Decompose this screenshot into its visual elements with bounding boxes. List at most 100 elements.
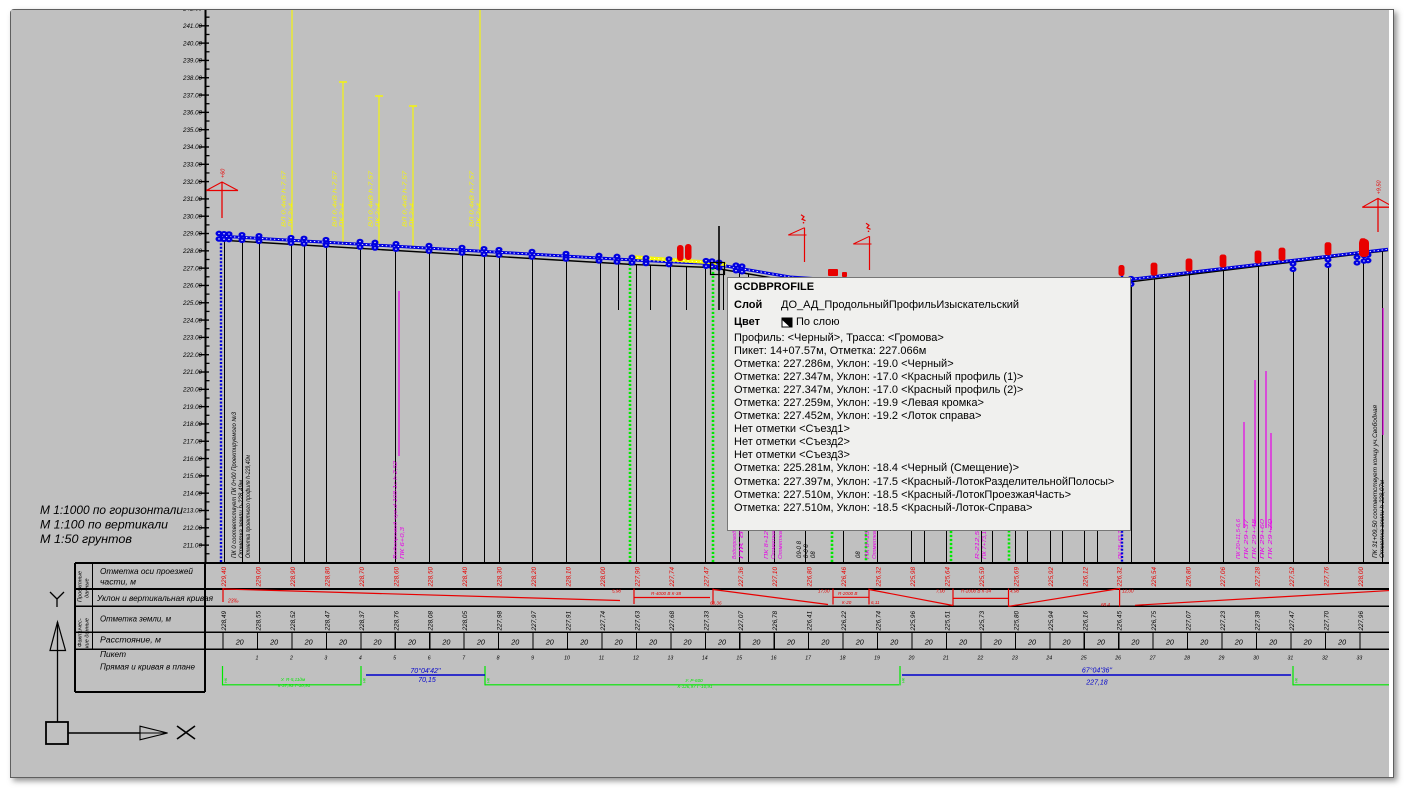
svg-text:ПК 7+73,1: ПК 7+73,1 — [982, 531, 988, 559]
svg-text:29: 29 — [1218, 656, 1225, 662]
svg-text:20: 20 — [614, 638, 623, 647]
svg-text:227,39: 227,39 — [1255, 611, 1262, 632]
svg-text:ПК 20+11,5-6,6: ПК 20+11,5-6,6 — [1236, 519, 1242, 559]
svg-text:ПК 2+4: ПК 2+4 — [289, 203, 295, 227]
svg-text:20: 20 — [648, 638, 657, 647]
svg-text:227,28: 227,28 — [1255, 567, 1262, 588]
svg-text:237.00: 237.00 — [182, 92, 202, 99]
svg-text:26: 26 — [1114, 656, 1121, 662]
svg-text:13: 13 — [667, 656, 673, 662]
svg-text:М 1:100 по вертикали: М 1:100 по вертикали — [40, 520, 169, 532]
svg-text:К-126,97 Г-10,91: К-126,97 Г-10,91 — [677, 684, 713, 689]
svg-text:227,33: 227,33 — [703, 611, 710, 632]
svg-text:70,15: 70,15 — [418, 677, 436, 684]
svg-text:242.00: 242.00 — [182, 6, 202, 13]
svg-text:68,36: 68,36 — [710, 601, 722, 606]
svg-text:234.00: 234.00 — [182, 144, 202, 151]
svg-text:R-2000 В К-34: R-2000 В К-34 — [961, 589, 991, 594]
svg-text:228,47: 228,47 — [324, 611, 331, 632]
svg-text:225,92: 225,92 — [1048, 567, 1055, 588]
svg-text:08: 08 — [856, 551, 862, 558]
svg-text:228,30: 228,30 — [497, 567, 504, 588]
svg-text:225,69: 225,69 — [1013, 567, 1020, 588]
svg-text:214.00: 214.00 — [182, 490, 202, 497]
svg-text:20: 20 — [441, 638, 450, 647]
svg-text:28: 28 — [1183, 656, 1190, 662]
svg-text:227,74: 227,74 — [669, 567, 676, 588]
svg-text:227,23: 227,23 — [1220, 611, 1227, 632]
svg-text:ВЛ 0,4кВ h-7,57: ВЛ 0,4кВ h-7,57 — [282, 171, 288, 227]
svg-text:224.00: 224.00 — [182, 317, 202, 324]
svg-text:228,60: 228,60 — [393, 567, 400, 588]
svg-text:ПК 2+4: ПК 2+4 — [376, 203, 382, 227]
svg-text:227,68: 227,68 — [669, 611, 676, 632]
svg-text:228,76: 228,76 — [393, 611, 400, 632]
svg-text:226,45: 226,45 — [1117, 611, 1124, 632]
svg-text:1: 1 — [256, 656, 259, 662]
svg-text:ПК 29+48: ПК 29+48 — [1252, 519, 1258, 559]
svg-text:20: 20 — [751, 638, 760, 647]
svg-text:20: 20 — [545, 638, 554, 647]
svg-text:223.00: 223.00 — [182, 335, 202, 342]
svg-text:227,47: 227,47 — [1289, 611, 1296, 632]
svg-text:228,00: 228,00 — [600, 567, 607, 588]
svg-text:225,98: 225,98 — [910, 567, 917, 588]
svg-text:27: 27 — [1149, 656, 1157, 662]
svg-text:17,00: 17,00 — [818, 589, 830, 594]
svg-text:20: 20 — [1234, 638, 1243, 647]
svg-text:20: 20 — [958, 638, 967, 647]
svg-text:20: 20 — [304, 638, 313, 647]
svg-text:Водопровод чуг.d-108-1с h-2,52: Водопровод чуг.d-108-1с h-2,52 — [393, 461, 399, 559]
svg-text:НК: НК — [224, 677, 228, 683]
svg-text:231.00: 231.00 — [182, 196, 202, 203]
svg-text:227,74: 227,74 — [600, 611, 607, 632]
svg-text:Водопровод: Водопровод — [732, 531, 738, 559]
svg-text:20: 20 — [269, 638, 278, 647]
svg-text:230.00: 230.00 — [182, 213, 202, 220]
svg-text:М 1:50 грунтов: М 1:50 грунтов — [40, 534, 132, 546]
svg-text:R-2000 В: R-2000 В — [838, 591, 857, 596]
svg-text:225,73: 225,73 — [979, 611, 986, 632]
svg-text:ВЛ 0,4кВ h-7,57: ВЛ 0,4кВ h-7,57 — [333, 171, 339, 227]
svg-text:ПК 8: ПК 8 — [739, 530, 745, 559]
svg-text:20: 20 — [1268, 638, 1277, 647]
svg-text:части, м: части, м — [100, 578, 136, 587]
svg-text:4,98: 4,98 — [1010, 589, 1019, 594]
svg-text:У. Р-600: У. Р-600 — [685, 678, 703, 683]
svg-text:15: 15 — [736, 656, 742, 662]
svg-text:4: 4 — [359, 656, 362, 662]
svg-text:Фактичес-: Фактичес- — [78, 618, 84, 647]
svg-text:НК: НК — [487, 677, 491, 683]
svg-text:222.00: 222.00 — [182, 352, 202, 359]
svg-text:227,63: 227,63 — [634, 611, 641, 632]
svg-text:68,4: 68,4 — [1101, 602, 1110, 607]
svg-text:10: 10 — [564, 656, 570, 662]
svg-text:16: 16 — [771, 656, 777, 662]
svg-text:225,59: 225,59 — [979, 567, 986, 588]
svg-text:228,70: 228,70 — [359, 567, 366, 588]
svg-text:227,10: 227,10 — [772, 567, 779, 588]
svg-text:20: 20 — [717, 638, 726, 647]
svg-text:212.00: 212.00 — [182, 525, 202, 532]
svg-text:32: 32 — [1322, 656, 1328, 662]
svg-text:ПК 25+63,7: ПК 25+63,7 — [1118, 531, 1124, 559]
svg-text:226,80: 226,80 — [807, 567, 814, 588]
svg-text:226,41: 226,41 — [807, 611, 814, 632]
svg-text:226,54: 226,54 — [1151, 567, 1158, 588]
svg-text:Отметка: Отметка — [778, 531, 784, 559]
svg-text:227,18: 227,18 — [1085, 680, 1108, 687]
svg-text:228,80: 228,80 — [324, 567, 331, 588]
svg-text:20: 20 — [579, 638, 588, 647]
svg-text:20: 20 — [510, 638, 519, 647]
svg-text:кие данные: кие данные — [85, 618, 91, 648]
svg-text:30: 30 — [1253, 656, 1259, 662]
svg-text:241.00: 241.00 — [182, 23, 202, 30]
svg-text:20: 20 — [908, 656, 915, 662]
svg-text:216.00: 216.00 — [182, 456, 202, 463]
svg-text:235.00: 235.00 — [182, 127, 202, 134]
svg-text:20: 20 — [407, 638, 416, 647]
svg-text:ПК 2+4: ПК 2+4 — [410, 203, 416, 227]
svg-text:227,96: 227,96 — [1358, 611, 1365, 632]
svg-text:226,16: 226,16 — [1082, 611, 1089, 632]
svg-text:20: 20 — [889, 638, 898, 647]
